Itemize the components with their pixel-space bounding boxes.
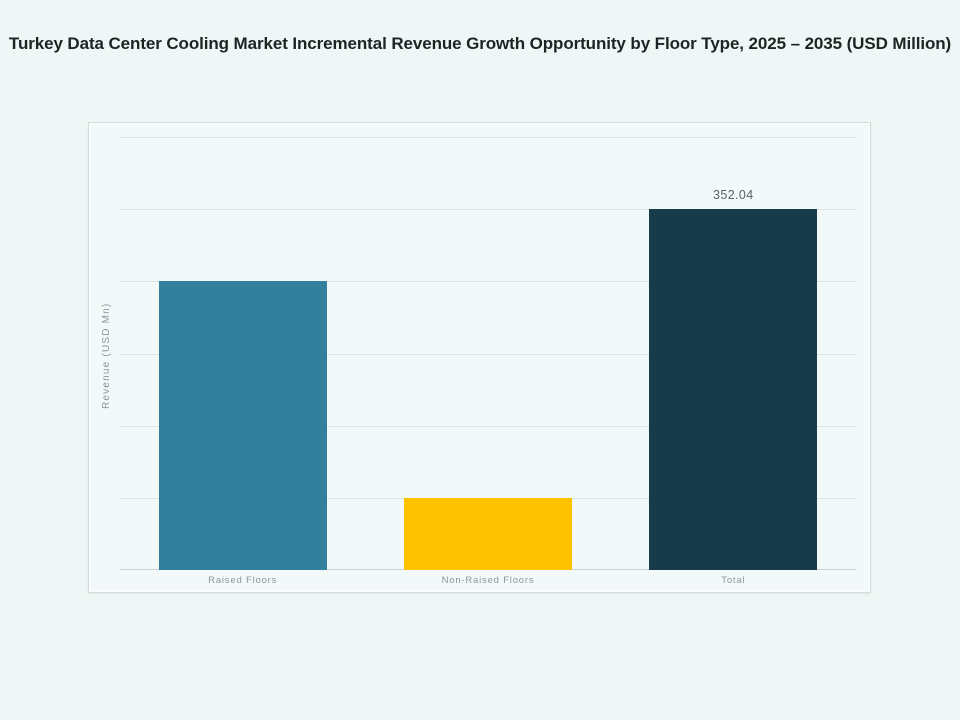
chart-panel: Revenue (USD Mn) 352.04 Raised Floors Non…: [88, 122, 871, 593]
gridline: [120, 137, 856, 138]
y-axis-label: Revenue (USD Mn): [101, 302, 112, 410]
x-tick-label-total: Total: [721, 575, 746, 586]
x-axis-labels: Raised Floors Non-Raised Floors Total: [120, 575, 856, 591]
gridline: [120, 209, 856, 210]
bar-raised-floors: [158, 281, 327, 570]
gridline: [120, 281, 856, 282]
x-tick-label-non-raised-floors: Non-Raised Floors: [441, 575, 535, 586]
gridline: [120, 426, 856, 427]
gridline: [120, 354, 856, 355]
plot-area: 352.04: [120, 137, 856, 570]
bar-value-label-total: 352.04: [713, 188, 754, 203]
x-tick-label-raised-floors: Raised Floors: [208, 575, 278, 586]
chart-title: Turkey Data Center Cooling Market Increm…: [8, 34, 952, 53]
bar-non-raised-floors: [404, 497, 572, 570]
bar-total: [649, 209, 818, 570]
